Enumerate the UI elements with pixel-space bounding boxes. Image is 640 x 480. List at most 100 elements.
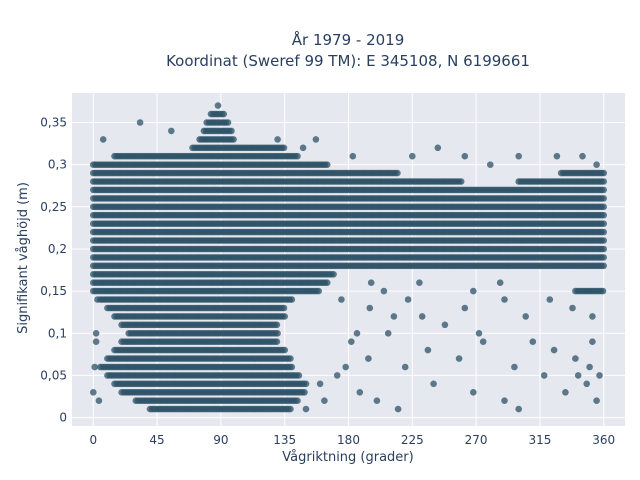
data-point	[281, 313, 289, 320]
data-point	[416, 279, 423, 287]
data-point	[228, 127, 235, 135]
data-point	[579, 152, 586, 160]
data-point	[367, 279, 375, 287]
data-point	[562, 389, 569, 396]
data-point	[224, 119, 232, 126]
data-point	[91, 363, 98, 371]
data-point	[294, 152, 301, 160]
data-point	[596, 372, 603, 379]
x-tick-label: 45	[149, 433, 164, 447]
data-point	[323, 161, 331, 168]
data-point	[273, 321, 281, 329]
data-point	[600, 195, 607, 202]
x-axis-title: Vågriktning (grader)	[282, 450, 413, 465]
y-tick-label: 0	[59, 411, 67, 425]
data-point	[274, 330, 281, 337]
data-point	[390, 313, 398, 320]
data-point	[136, 119, 144, 126]
data-point	[92, 338, 100, 346]
data-point	[287, 355, 294, 362]
data-point	[92, 330, 100, 337]
y-axis-title: Signifikant våghöjd (m)	[16, 182, 31, 334]
data-point	[316, 380, 324, 388]
data-point	[586, 363, 593, 371]
data-point	[281, 346, 289, 354]
data-point	[470, 287, 477, 295]
data-point	[457, 178, 465, 185]
y-tick-label: 0,35	[40, 116, 67, 130]
data-point	[550, 346, 558, 354]
data-point	[365, 355, 372, 362]
data-point	[600, 254, 607, 261]
data-point	[522, 313, 529, 320]
data-point	[90, 389, 97, 396]
data-point	[461, 304, 469, 312]
x-tick-label: 135	[273, 433, 296, 447]
data-point	[600, 245, 607, 253]
data-point	[95, 397, 103, 405]
y-tick-label: 0,1	[48, 326, 67, 340]
data-point	[540, 372, 548, 379]
data-point	[280, 304, 288, 312]
x-tick-label: 90	[213, 433, 228, 447]
data-point	[430, 380, 437, 388]
data-point	[356, 389, 364, 396]
data-point	[333, 372, 341, 379]
data-point	[501, 397, 508, 405]
data-point	[572, 355, 579, 362]
data-point	[434, 144, 442, 152]
data-point	[220, 110, 227, 118]
data-point	[99, 136, 107, 143]
data-point	[600, 203, 607, 211]
data-point	[353, 330, 361, 337]
data-point	[487, 161, 494, 168]
data-point	[384, 330, 392, 337]
data-point	[409, 152, 416, 160]
data-point	[94, 296, 101, 303]
data-point	[515, 152, 522, 160]
data-point	[583, 380, 590, 388]
data-point	[600, 186, 607, 194]
data-point	[287, 405, 294, 413]
x-tick-label: 315	[528, 433, 551, 447]
data-point	[348, 338, 355, 346]
data-point	[394, 405, 402, 413]
data-point	[373, 397, 381, 405]
data-point	[600, 237, 607, 244]
data-point	[600, 211, 607, 219]
chart-subtitle: Koordinat (Sweref 99 TM): E 345108, N 61…	[166, 52, 530, 70]
data-point	[546, 296, 554, 303]
y-tick-label: 0,3	[48, 158, 67, 172]
data-point	[295, 372, 303, 379]
data-point	[288, 296, 296, 303]
data-point	[496, 279, 504, 287]
data-point	[479, 338, 487, 346]
y-tick-label: 0,05	[40, 368, 67, 382]
data-point	[380, 287, 388, 295]
x-tick-label: 0	[89, 433, 97, 447]
data-point	[330, 271, 337, 278]
data-point	[404, 296, 412, 303]
data-point	[589, 338, 596, 346]
data-point	[441, 321, 449, 329]
x-tick-label: 225	[401, 433, 424, 447]
x-axis-ticks: 0 45 90 135 180 225 270 315 360	[89, 433, 615, 447]
data-point	[593, 161, 600, 168]
data-point	[600, 220, 607, 227]
data-point	[553, 152, 561, 160]
data-point	[323, 279, 331, 287]
x-tick-label: 270	[465, 433, 488, 447]
data-point	[461, 152, 469, 160]
data-point	[299, 144, 307, 152]
y-tick-label: 0,2	[48, 242, 67, 256]
data-point	[600, 228, 607, 236]
data-point	[280, 144, 288, 152]
y-tick-label: 0,15	[40, 284, 67, 298]
data-point	[475, 330, 483, 337]
data-point	[501, 296, 508, 303]
x-tick-label: 180	[337, 433, 360, 447]
data-point	[168, 127, 175, 135]
x-tick-label: 360	[592, 433, 615, 447]
